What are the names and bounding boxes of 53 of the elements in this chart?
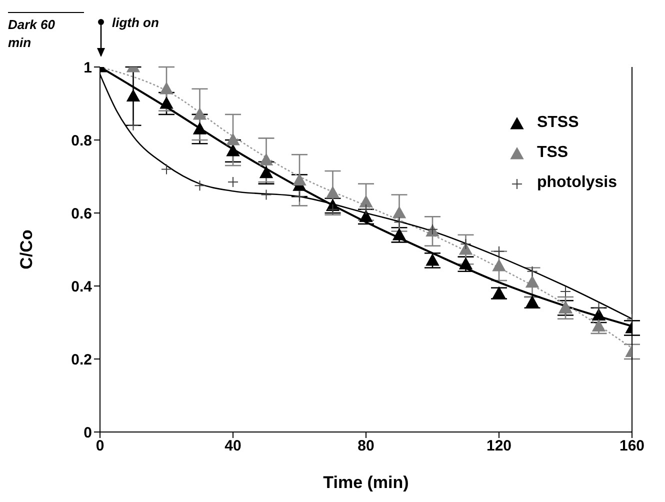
x-tick-label: 0 bbox=[96, 438, 104, 455]
point bbox=[360, 210, 372, 222]
point bbox=[193, 122, 206, 134]
point bbox=[160, 97, 173, 109]
point bbox=[293, 174, 306, 186]
point bbox=[193, 108, 206, 120]
point bbox=[494, 246, 504, 257]
x-tick-label: 40 bbox=[224, 438, 242, 455]
point bbox=[294, 191, 305, 202]
point bbox=[526, 276, 539, 288]
point bbox=[360, 196, 372, 208]
point bbox=[260, 189, 272, 200]
point bbox=[160, 82, 173, 94]
point bbox=[492, 259, 506, 272]
x-tick-label: 80 bbox=[358, 438, 374, 455]
legend-label: photolysis bbox=[536, 174, 617, 192]
point bbox=[260, 166, 273, 178]
y-tick-label: 0.6 bbox=[71, 205, 92, 222]
legend-label: TSS bbox=[536, 144, 568, 162]
point bbox=[226, 134, 240, 146]
point bbox=[394, 216, 405, 228]
y-axis-title: C/Co bbox=[17, 230, 36, 270]
point bbox=[592, 320, 606, 332]
point bbox=[560, 286, 571, 297]
point bbox=[459, 258, 472, 270]
point bbox=[360, 204, 372, 215]
y-tick-label: 0.2 bbox=[71, 351, 92, 368]
point bbox=[593, 302, 604, 314]
text: Dark 60 min bbox=[8, 16, 56, 52]
legend-label: STSS bbox=[536, 114, 579, 132]
x-axis-title: Time (min) bbox=[323, 473, 409, 492]
point bbox=[592, 308, 606, 320]
y-tick-label: 1 bbox=[84, 59, 92, 76]
point bbox=[460, 238, 472, 250]
x-tick-label: 160 bbox=[619, 438, 645, 455]
y-tick-label: 0 bbox=[84, 424, 92, 442]
point bbox=[492, 286, 506, 299]
point bbox=[392, 206, 406, 218]
point bbox=[228, 176, 238, 188]
text: ligth on bbox=[112, 15, 159, 30]
point bbox=[327, 204, 338, 215]
point bbox=[161, 164, 172, 175]
point bbox=[126, 90, 140, 102]
point bbox=[326, 186, 340, 198]
point bbox=[260, 154, 273, 166]
y-tick-label: 0.8 bbox=[71, 132, 92, 150]
x-tick-label: 120 bbox=[486, 438, 512, 455]
y-tick-label: 0.4 bbox=[71, 278, 93, 296]
point bbox=[128, 120, 139, 131]
point bbox=[226, 144, 240, 156]
point bbox=[194, 180, 206, 192]
point bbox=[459, 243, 472, 255]
point bbox=[526, 266, 538, 277]
